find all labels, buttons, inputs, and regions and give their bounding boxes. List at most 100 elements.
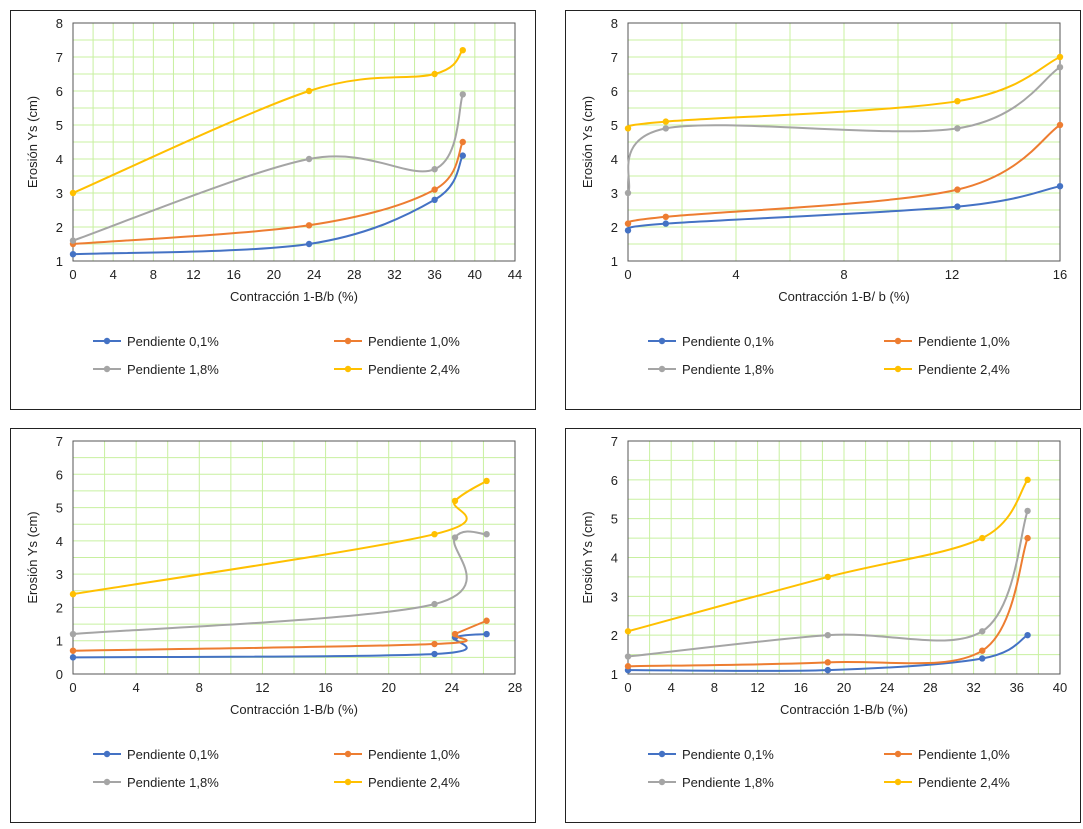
legend: Pendiente 0,1% Pendiente 1,0% Pendiente 1,… bbox=[93, 747, 460, 790]
legend-swatch-marker bbox=[344, 337, 352, 345]
legend-item: Pendiente 1,8% bbox=[648, 362, 774, 377]
series-2 bbox=[69, 138, 466, 248]
series-2 bbox=[624, 534, 1031, 670]
x-tick-label: 4 bbox=[668, 680, 675, 695]
x-tick-label: 12 bbox=[255, 680, 269, 695]
data-point bbox=[69, 237, 77, 244]
x-tick-label: 36 bbox=[427, 267, 441, 282]
legend-label: Pendiente 2,4% bbox=[918, 362, 1010, 377]
data-point bbox=[483, 477, 490, 485]
data-point bbox=[624, 653, 632, 660]
series-line bbox=[72, 49, 464, 194]
chart-panel-bottom-right: 0 4 8 12 16 20 24 28 32 36 40 1 2 3 4 5 6 7 Contracción 1-… bbox=[565, 428, 1081, 823]
x-tick-label: 0 bbox=[624, 680, 631, 695]
x-tick-label: 12 bbox=[750, 680, 764, 695]
chart-panel-top-left: 0 4 8 12 16 20 24 28 32 36 40 44 1 2 3 4 5 6 7 8 Contracción… bbox=[10, 10, 536, 410]
y-axis-label: Erosión Ys (cm) bbox=[25, 96, 40, 188]
legend-swatch-marker bbox=[894, 750, 902, 758]
legend: Pendiente 0,1% Pendiente 1,0% Pendiente 1,… bbox=[648, 747, 1010, 790]
series-line bbox=[72, 530, 487, 636]
x-tick-label: 20 bbox=[381, 680, 395, 695]
legend-swatch-marker bbox=[103, 750, 111, 758]
data-point bbox=[69, 590, 77, 598]
data-point bbox=[431, 70, 438, 78]
data-point bbox=[305, 87, 313, 95]
x-tick-label: 16 bbox=[1053, 267, 1067, 282]
series-line bbox=[72, 141, 464, 245]
data-point bbox=[824, 631, 831, 639]
legend-item: Pendiente 0,1% bbox=[93, 334, 219, 349]
data-point bbox=[979, 655, 986, 662]
chart-panel-top-right: 0 4 8 12 16 1 2 3 4 5 6 7 8 Contracción 1-B/ b (%) Ero… bbox=[565, 10, 1081, 410]
x-tick-label: 8 bbox=[840, 267, 847, 282]
data-point bbox=[305, 240, 313, 248]
data-point bbox=[459, 47, 466, 54]
y-tick-label: 6 bbox=[611, 84, 618, 99]
data-point bbox=[1024, 476, 1031, 484]
data-point bbox=[459, 152, 466, 159]
series-line bbox=[627, 634, 1029, 672]
y-tick-label: 5 bbox=[611, 118, 618, 133]
data-point bbox=[431, 531, 438, 538]
x-tick-label: 16 bbox=[226, 267, 240, 282]
data-point bbox=[954, 125, 961, 132]
legend-item: Pendiente 2,4% bbox=[334, 362, 460, 377]
y-tick-label: 6 bbox=[56, 467, 63, 482]
legend-item: Pendiente 1,0% bbox=[884, 334, 1010, 349]
x-tick-label: 4 bbox=[133, 680, 140, 695]
y-tick-label: 4 bbox=[56, 152, 63, 167]
x-tick-label: 0 bbox=[624, 267, 631, 282]
data-point bbox=[1056, 121, 1064, 129]
data-point bbox=[1024, 631, 1031, 639]
x-tick-label: 36 bbox=[1010, 680, 1024, 695]
legend-label: Pendiente 1,8% bbox=[682, 362, 774, 377]
series-3 bbox=[69, 91, 466, 244]
data-point bbox=[624, 220, 632, 227]
x-axis-label: Contracción 1-B/b (%) bbox=[230, 289, 358, 304]
series-1 bbox=[624, 631, 1031, 674]
legend-item: Pendiente 1,8% bbox=[93, 362, 219, 377]
plot-border bbox=[72, 440, 516, 675]
legend-swatch-marker bbox=[894, 337, 902, 345]
y-tick-label: 3 bbox=[611, 589, 618, 604]
y-tick-label: 5 bbox=[56, 118, 63, 133]
data-point bbox=[824, 573, 831, 581]
y-tick-label: 1 bbox=[56, 634, 63, 649]
y-tick-label: 7 bbox=[611, 50, 618, 65]
series-1 bbox=[69, 630, 490, 661]
data-point bbox=[431, 196, 438, 203]
x-tick-label: 20 bbox=[837, 680, 851, 695]
data-point bbox=[662, 125, 669, 132]
y-tick-label: 6 bbox=[611, 473, 618, 488]
x-tick-label: 32 bbox=[966, 680, 980, 695]
data-point bbox=[624, 189, 632, 197]
y-tick-label: 3 bbox=[611, 186, 618, 201]
legend-swatch-marker bbox=[658, 778, 666, 786]
y-tick-label: 8 bbox=[56, 16, 63, 31]
series-line bbox=[627, 510, 1029, 658]
x-tick-label: 4 bbox=[732, 267, 739, 282]
legend-swatch-marker bbox=[658, 750, 666, 758]
legend-label: Pendiente 1,8% bbox=[127, 775, 219, 790]
y-tick-label: 2 bbox=[56, 600, 63, 615]
y-tick-label: 6 bbox=[56, 84, 63, 99]
series-4 bbox=[624, 476, 1031, 635]
data-point bbox=[431, 650, 438, 658]
data-point bbox=[69, 189, 77, 197]
series-line bbox=[72, 155, 464, 256]
series-4 bbox=[624, 53, 1064, 132]
x-axis-label: Contracción 1-B/b (%) bbox=[230, 702, 358, 717]
y-tick-label: 1 bbox=[611, 667, 618, 682]
series-1 bbox=[69, 152, 466, 258]
legend-item: Pendiente 1,0% bbox=[334, 334, 460, 349]
data-point bbox=[1056, 64, 1064, 71]
series-line bbox=[72, 94, 464, 242]
data-point bbox=[305, 222, 313, 229]
legend-item: Pendiente 2,4% bbox=[884, 362, 1010, 377]
legend-label: Pendiente 1,8% bbox=[682, 775, 774, 790]
x-axis-label: Contracción 1-B/ b (%) bbox=[778, 289, 910, 304]
x-tick-label: 28 bbox=[923, 680, 937, 695]
x-tick-label: 24 bbox=[880, 680, 894, 695]
